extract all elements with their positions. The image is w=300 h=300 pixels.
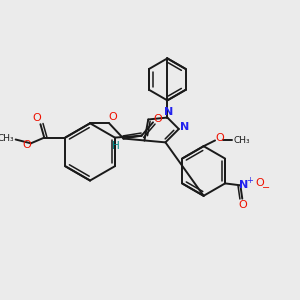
- Text: O: O: [23, 140, 32, 150]
- Text: H: H: [112, 141, 120, 151]
- Text: O: O: [255, 178, 264, 188]
- Text: O: O: [215, 133, 224, 142]
- Text: N: N: [164, 107, 173, 117]
- Text: CH₃: CH₃: [233, 136, 250, 145]
- Text: CH₃: CH₃: [0, 134, 14, 143]
- Text: O: O: [32, 112, 41, 123]
- Text: N: N: [180, 122, 189, 132]
- Text: O: O: [153, 113, 162, 124]
- Text: −: −: [262, 183, 270, 193]
- Text: O: O: [109, 112, 117, 122]
- Text: N: N: [238, 180, 248, 190]
- Text: O: O: [238, 200, 247, 210]
- Text: +: +: [247, 176, 254, 185]
